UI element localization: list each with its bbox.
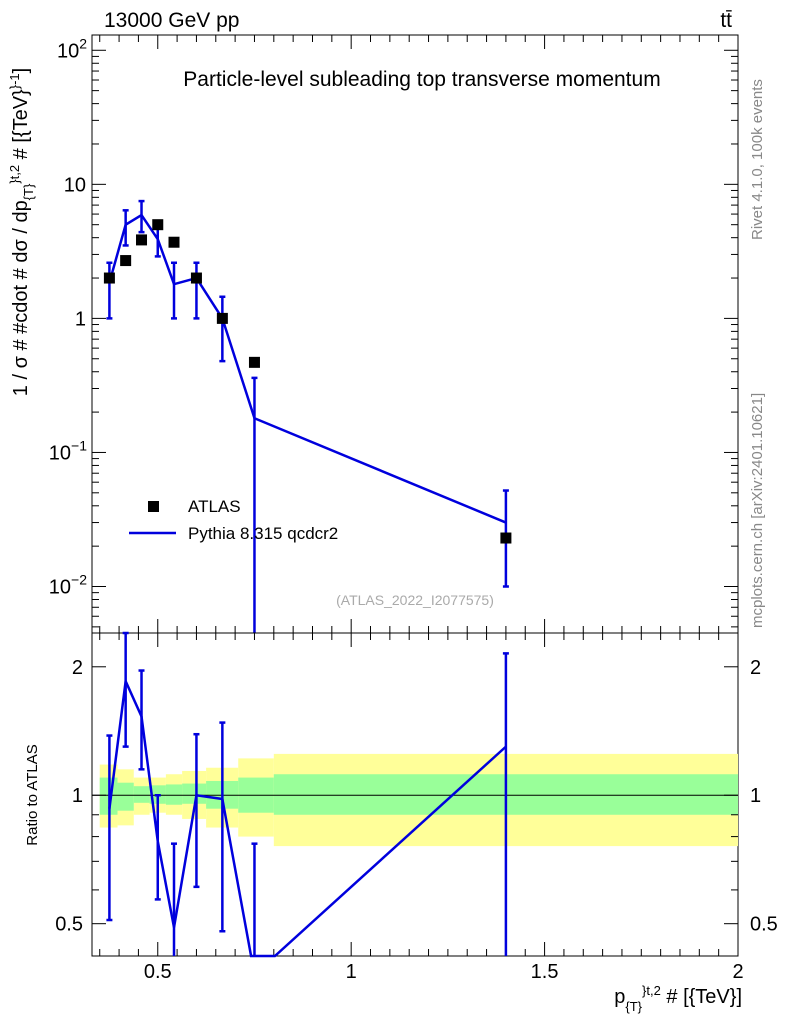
ratio-y-tick-label-right: 1 [750, 785, 761, 807]
x-axis-title: p{T}}t,2 # [{TeV}] [614, 983, 742, 1014]
legend-data-label: ATLAS [188, 497, 241, 516]
data-point [136, 234, 148, 246]
analysis-id: (ATLAS_2022_I2077575) [336, 592, 494, 608]
legend: ATLAS Pythia 8.315 qcdcr2 [129, 497, 338, 543]
ratio-y-tick-label: 0.5 [55, 914, 83, 936]
x-tick-label: 1 [346, 961, 357, 983]
band-inner-bin [133, 786, 150, 803]
ratio-y-tick-label: 1 [72, 785, 83, 807]
ratio-error-bars [106, 631, 509, 956]
main-y-tick-label: 10−2 [49, 572, 87, 599]
ratio-line [108, 676, 507, 958]
data-point [216, 312, 228, 324]
ratio-panel: 0.5 0.5 1 1 2 2 Ratio to ATLAS [24, 631, 778, 958]
mc-line [108, 213, 507, 524]
ratio-y-tick-label-right: 2 [750, 657, 761, 679]
ratio-y-tick-label: 2 [72, 657, 83, 679]
legend-data-marker [148, 501, 159, 512]
process-label: tt̄ [720, 9, 732, 32]
band-inner-bin [117, 782, 134, 811]
data-point [500, 532, 512, 544]
x-tick-label: 0.5 [144, 961, 172, 983]
band-inner-bin [165, 784, 183, 805]
main-panel: Particle-level subleading top transverse… [7, 34, 739, 634]
data-point [120, 255, 132, 267]
data-point [190, 272, 202, 284]
legend-mc-label: Pythia 8.315 qcdcr2 [188, 524, 338, 543]
energy-label: 13000 GeV pp [104, 9, 239, 32]
data-point [168, 236, 180, 248]
data-point [152, 219, 164, 231]
main-tick-labels: 10−2 10−1 1 10 102 [49, 35, 87, 598]
main-y-tick-label: 10−1 [49, 437, 87, 464]
rivet-version-label: Rivet 4.1.0, 100k events [749, 79, 766, 240]
data-point [248, 356, 260, 368]
x-tick-labels: 0.5 1 1.5 2 [144, 961, 744, 983]
source-label: mcplots.cern.ch [arXiv:2401.10621] [749, 393, 766, 628]
main-ticks [92, 35, 739, 633]
main-y-tick-label: 1 [75, 308, 86, 330]
ratio-y-axis-title: Ratio to ATLAS [24, 744, 41, 845]
x-tick-label: 1.5 [531, 961, 559, 983]
main-y-axis-title: 1 / σ # #cdot # dσ / dp{T}}t,2 # [{TeV}}… [7, 68, 36, 396]
plot-title: Particle-level subleading top transverse… [183, 68, 660, 91]
band-inner-bin [182, 783, 207, 804]
x-tick-label: 2 [732, 961, 743, 983]
ratio-tick-labels: 0.5 0.5 1 1 2 2 [55, 657, 778, 936]
data-markers [103, 219, 512, 544]
data-point [103, 272, 115, 284]
main-y-tick-label: 102 [57, 35, 87, 62]
ratio-y-tick-label-right: 0.5 [750, 914, 778, 936]
main-y-tick-label: 10 [64, 174, 86, 196]
